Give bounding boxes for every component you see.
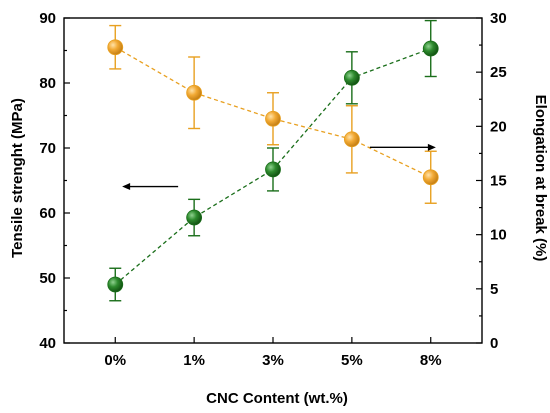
x-tick-label: 0% (104, 352, 126, 369)
x-axis-label: CNC Content (wt.%) (206, 390, 348, 407)
series-layer (107, 19, 439, 302)
y-axis-left-label: Tensile strenght (MPa) (9, 98, 26, 258)
tensile-strength-series (107, 19, 439, 302)
y-right-tick-label: 20 (490, 118, 507, 135)
elongation-point (186, 84, 203, 101)
y-left-tick-label: 60 (39, 205, 56, 222)
y-right-tick-label: 5 (490, 281, 498, 298)
left-axis-arrow-head (122, 183, 131, 191)
x-tick-label: 8% (420, 352, 442, 369)
y-left-tick-label: 80 (39, 75, 56, 92)
y-right-tick-label: 25 (490, 64, 507, 81)
y-right-tick-label: 30 (490, 10, 507, 27)
tensile-strength-point (107, 276, 124, 293)
y-right-tick-label: 10 (490, 227, 507, 244)
y-right-tick-label: 0 (490, 335, 498, 352)
tensile-strength-point (265, 161, 281, 178)
y-left-tick-label: 40 (39, 335, 56, 352)
y-left-tick-label: 50 (39, 270, 56, 287)
y-left-tick-label: 70 (39, 140, 56, 157)
x-tick-label: 3% (262, 352, 284, 369)
tensile-strength-point (343, 69, 360, 86)
y-axis-right-label: Elongation at break (%) (532, 95, 549, 262)
x-tick-label: 1% (183, 352, 205, 369)
x-tick-label: 5% (341, 352, 363, 369)
elongation-series (107, 24, 439, 204)
elongation-point (107, 39, 124, 56)
axis-arrows (122, 143, 436, 191)
y-left-tick-label: 90 (39, 10, 56, 27)
axis-ticks: 40 50 60 70 80 90 0 5 10 15 20 25 30 0% 1% 3% 5% 8% (39, 10, 506, 369)
right-axis-arrow-head (427, 143, 436, 151)
elongation-point (265, 110, 281, 127)
elongation-point (422, 169, 439, 186)
elongation-point (343, 131, 360, 148)
tensile-strength-point (186, 209, 203, 226)
y-right-tick-label: 15 (490, 173, 507, 190)
tensile-strength-line (114, 47, 431, 285)
tensile-strength-point (422, 40, 439, 57)
